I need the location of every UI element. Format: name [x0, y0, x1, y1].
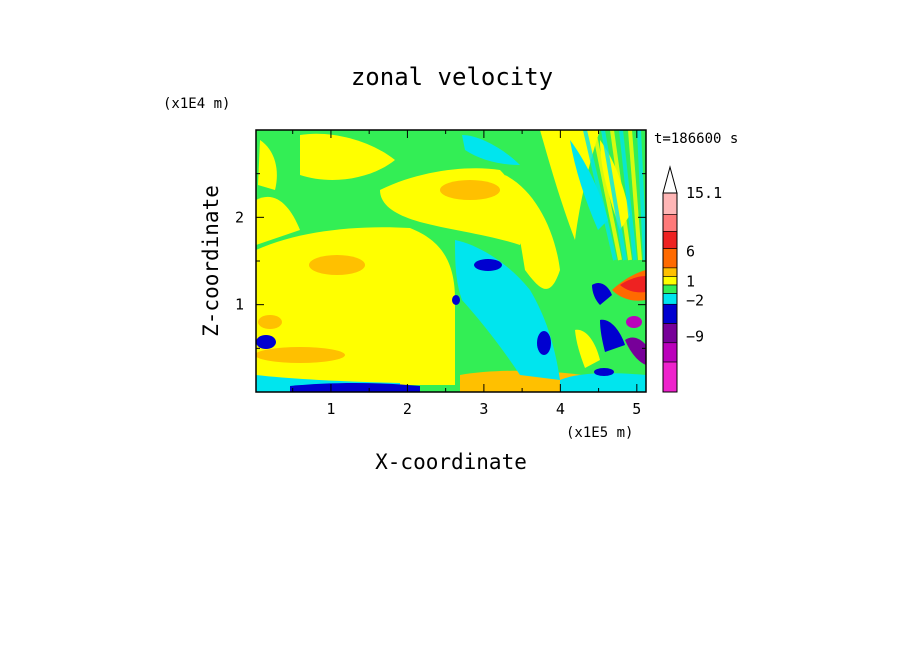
field-region	[256, 196, 300, 245]
time-stamp: t=186600 s	[654, 131, 738, 147]
axis-ticks: 1 2 3 4 5 1 2	[235, 130, 646, 418]
field-region	[256, 347, 345, 363]
colorbar-label: 15.1	[686, 184, 722, 202]
field-region	[440, 180, 500, 200]
field-streak	[601, 130, 627, 261]
field-region	[575, 329, 600, 368]
colorbar-label: 1	[686, 272, 695, 290]
field-streak	[637, 130, 646, 261]
colorbar: 15.1 6 1 −2 −9	[662, 165, 722, 393]
x-unit-label: (x1E5 m)	[566, 425, 633, 441]
colorbar-band	[662, 192, 678, 215]
field-region	[592, 283, 612, 305]
colorbar-arrow	[662, 165, 678, 194]
x-tick-label: 5	[632, 400, 641, 418]
field-streak	[628, 130, 642, 261]
field-region	[452, 295, 460, 305]
x-tick-label: 3	[479, 400, 488, 418]
field-streak	[610, 130, 632, 261]
field-streak	[592, 130, 622, 261]
colorbar-band	[662, 303, 678, 324]
colorbar-band	[662, 323, 678, 344]
colorbar-label: 6	[686, 243, 695, 261]
field-region	[620, 276, 646, 293]
field-region	[570, 140, 608, 230]
colorbar-band	[662, 342, 678, 363]
colorbar-label: −9	[686, 328, 704, 346]
colorbar-band	[662, 284, 678, 294]
field-region	[309, 255, 365, 275]
field-region	[258, 315, 282, 329]
colorbar-band	[662, 267, 678, 277]
field-region	[594, 368, 614, 376]
field-region	[462, 135, 520, 165]
colorbar-band	[662, 361, 678, 393]
field-streak	[619, 130, 637, 261]
chart-title: zonal velocity	[351, 63, 553, 91]
x-tick-label: 1	[326, 400, 335, 418]
colorbar-label: −2	[686, 292, 704, 310]
colorbar-band	[662, 231, 678, 249]
field-region	[455, 240, 560, 380]
field-streak	[583, 130, 617, 261]
y-tick-label: 2	[235, 208, 244, 226]
y-unit-label: (x1E4 m)	[163, 96, 230, 112]
field-region	[625, 337, 646, 365]
x-axis-label: X-coordinate	[375, 450, 527, 474]
field-region	[290, 383, 420, 392]
plot-field	[256, 130, 646, 392]
colorbar-band	[662, 293, 678, 305]
colorbar-band	[662, 276, 678, 286]
x-tick-label: 4	[556, 400, 565, 418]
field-region	[537, 331, 551, 355]
colorbar-band	[662, 248, 678, 269]
field-region	[258, 140, 277, 190]
y-tick-label: 1	[235, 296, 244, 314]
colorbar-frame	[662, 192, 678, 393]
colorbar-band	[662, 214, 678, 232]
x-tick-label: 2	[403, 400, 412, 418]
field-region	[626, 316, 642, 328]
field-region	[256, 227, 455, 385]
y-axis-label: Z-coordinate	[199, 185, 223, 337]
field-region	[256, 335, 276, 349]
field-region	[474, 259, 502, 271]
field-region	[300, 133, 395, 180]
field-region	[600, 319, 625, 352]
field-region	[540, 130, 600, 240]
field-region	[505, 175, 560, 289]
field-region	[560, 373, 646, 392]
